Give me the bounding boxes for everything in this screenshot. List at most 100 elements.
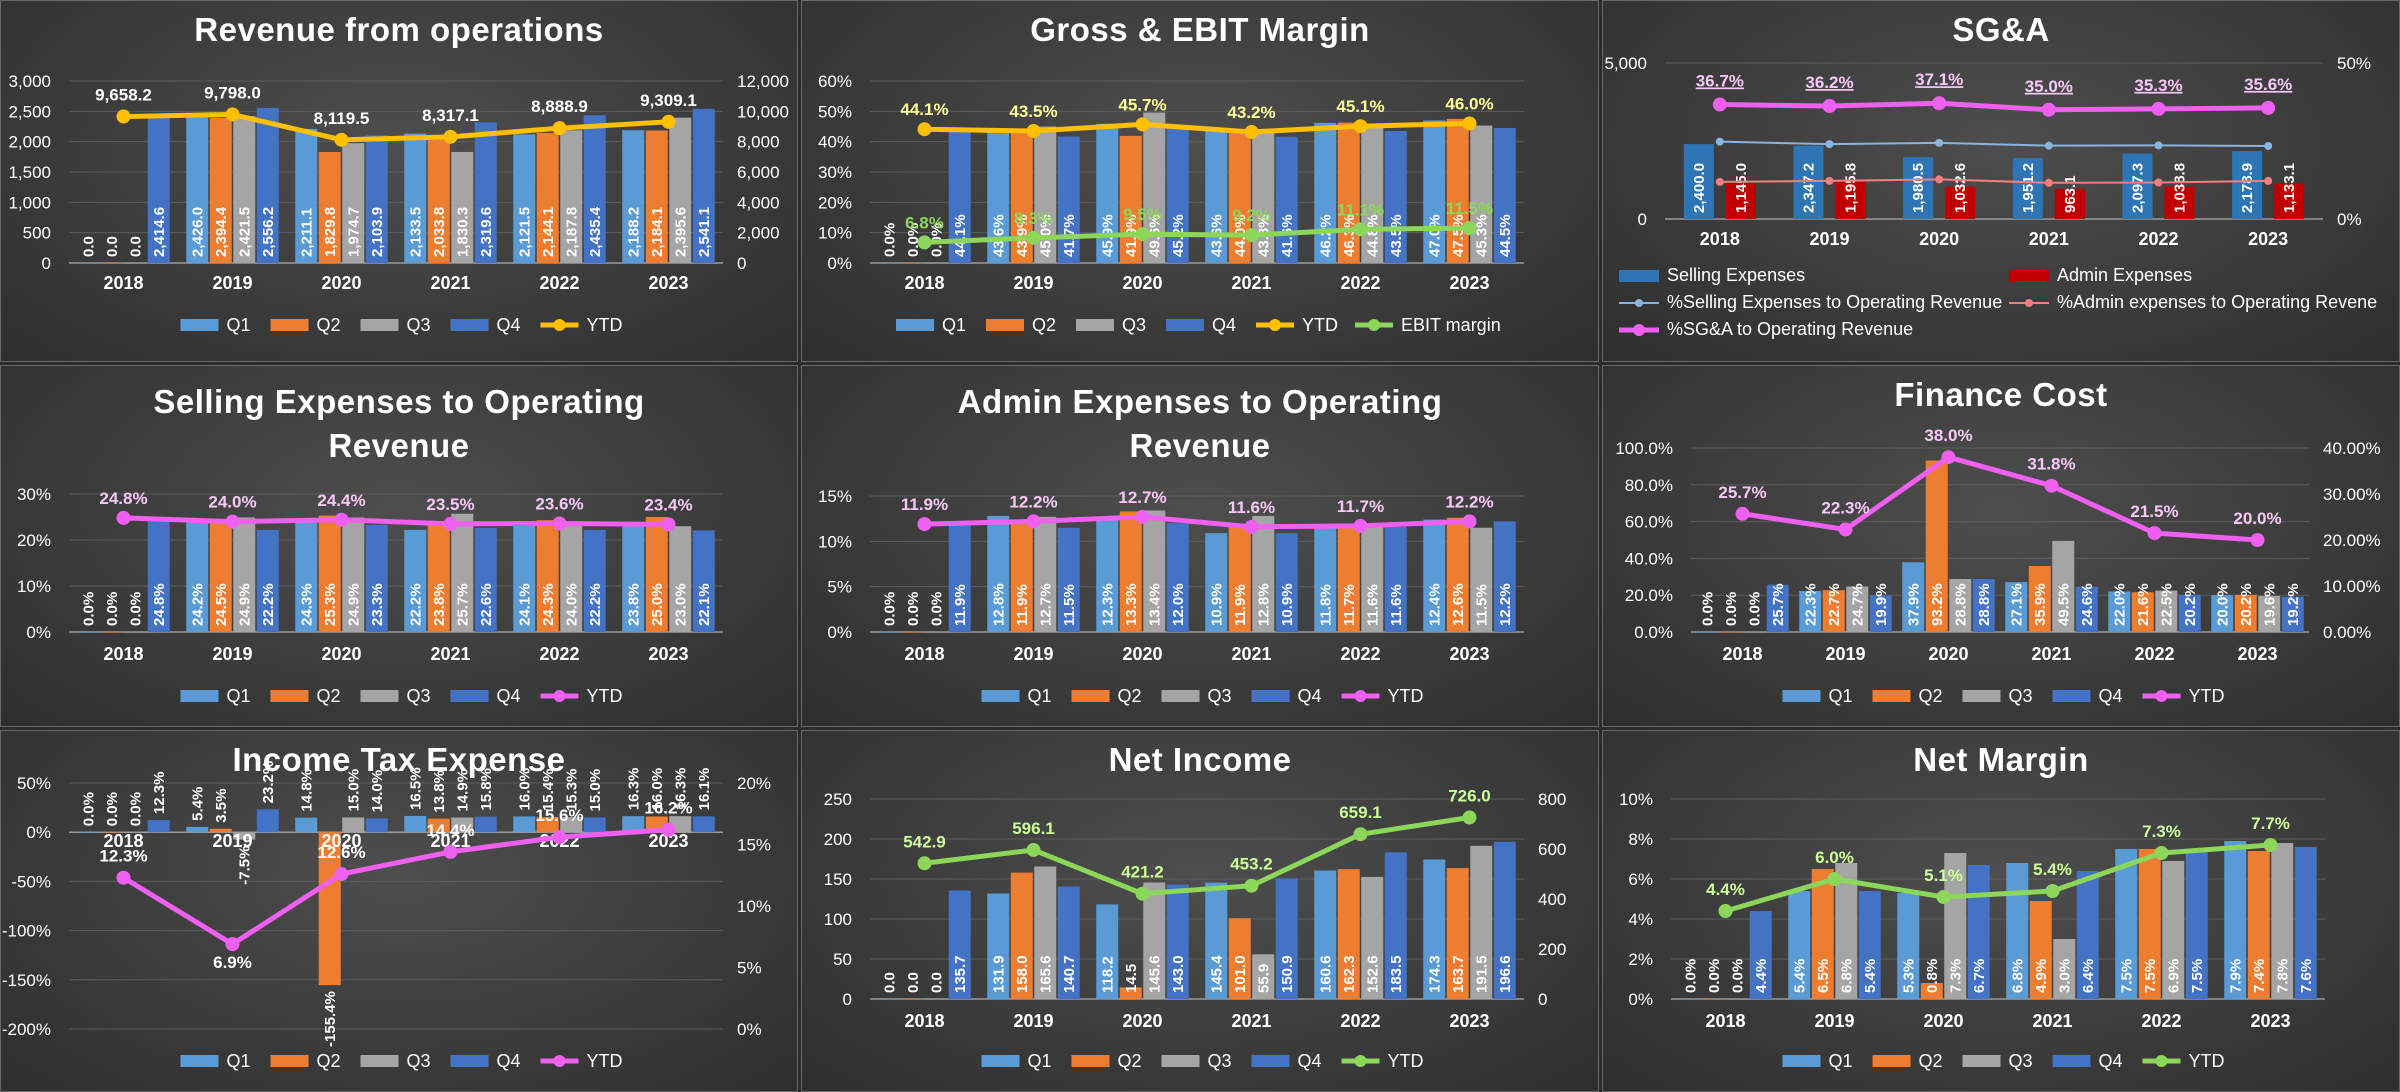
bar-q3 [124, 632, 147, 633]
bar-value-label: 14.9% [454, 769, 471, 812]
bar-value-label: 101.0 [1232, 955, 1249, 993]
bar-q3 [233, 832, 256, 840]
gross-ebit-chart: 0%10%20%30%40%50%60%0.0% 0.0% 0.0% 44.1%201… [818, 72, 1524, 335]
legend-label: Q1 [1028, 1051, 1052, 1071]
bar-q1 [878, 999, 901, 1000]
bar-q4 [1766, 584, 1789, 632]
legend-label: Q3 [2009, 686, 2033, 706]
x-category-label: 2021 [2029, 229, 2069, 249]
x-category-label: 2023 [2248, 229, 2288, 249]
legend-swatch [1872, 1055, 1911, 1067]
y-tick-label: 20.0% [1625, 586, 1673, 605]
bar-q3 [560, 521, 583, 632]
bar-q2 [318, 151, 341, 263]
y-tick-label: 40.0% [1625, 549, 1673, 568]
x-category-label: 2022 [2141, 1011, 2181, 1031]
bar-value-label: 196.6 [1497, 955, 1514, 993]
bar-admin-expenses [2054, 188, 2085, 219]
line-marker [1353, 827, 1368, 842]
line-value-label: 44.1% [900, 100, 948, 119]
bar-value-label: 15.0% [345, 769, 362, 812]
bar-q3 [124, 832, 147, 833]
legend-label: Q4 [497, 315, 521, 335]
bar-value-label: 11.8% [1317, 584, 1334, 626]
bar-value-label: 0.0% [881, 592, 898, 626]
line-value-label: 12.2% [1445, 492, 1493, 511]
bar-q4 [2281, 596, 2304, 632]
line-value-label: 12.6% [317, 843, 365, 862]
bar-value-label: 0.0% [1699, 592, 1716, 626]
bar-q2 [1719, 632, 1742, 633]
line-marker [1244, 519, 1259, 534]
legend-marker [2155, 1055, 2168, 1067]
bar-q3 [2162, 861, 2185, 999]
line-value-label: 6.0% [1815, 848, 1854, 867]
line-marker [1026, 230, 1041, 245]
bar-q3 [451, 513, 474, 632]
bar-q1 [2224, 841, 2247, 999]
line-value-label: 659.1 [1339, 803, 1382, 822]
bar-value-label: 24.5% [213, 583, 230, 626]
y2-tick-label: 50% [2337, 54, 2371, 73]
line-ytd [123, 515, 669, 527]
bar-value-label: 3.5% [213, 789, 230, 823]
legend-label: Q2 [1919, 1051, 1943, 1071]
bar-q1 [295, 520, 318, 632]
legend-label: Q2 [317, 686, 341, 706]
x-category-label: 2021 [1231, 273, 1271, 293]
bar-q2 [1228, 918, 1251, 999]
bar-q2 [1446, 517, 1469, 632]
line-value-label: 8,888.9 [531, 97, 588, 116]
bar-value-label: 25.3% [322, 583, 339, 626]
legend-swatch [1962, 1055, 2001, 1067]
net-income-chart: 0 50 100 150 200 250 0 200 400 600 800 0.0 0.0 0.0 135… [824, 787, 1567, 1072]
bar-q4 [1057, 886, 1080, 999]
line-ytd [924, 120, 1470, 135]
bar-value-label: 150.9 [1279, 955, 1296, 993]
bar-value-label: 6.7% [1971, 959, 1988, 993]
legend-swatch [1071, 690, 1110, 702]
line-value-label: 36.2% [1805, 73, 1853, 92]
bar-q4 [365, 524, 388, 632]
bar-value-label: 2,097.3 [2130, 163, 2147, 213]
line-marker [443, 516, 458, 531]
x-category-label: 2018 [904, 273, 944, 293]
bar-q4 [256, 107, 279, 264]
bar-value-label: 1,133.1 [2281, 163, 2298, 213]
bar-q1 [1096, 904, 1119, 999]
bar-q3 [1726, 999, 1749, 1000]
line-value-label: 36.7% [1696, 71, 1744, 90]
bar-value-label: 27.1% [2008, 583, 2025, 626]
bar-value-label: 43.9% [1014, 214, 1031, 257]
line-value-label: 24.4% [317, 491, 365, 510]
chart-title-line: Revenue [1129, 427, 1271, 464]
line-value-label: 6.9% [213, 953, 252, 972]
line-value-label: 12.2% [1009, 492, 1057, 511]
line-marker [334, 512, 349, 527]
legend-marker [1269, 319, 1281, 331]
legend-label: Q3 [407, 315, 431, 335]
y-tick-label: -100% [2, 922, 51, 941]
bar-q1 [2108, 591, 2131, 632]
legend-swatch [1076, 319, 1114, 331]
bar-q1 [622, 816, 645, 833]
bar-q1 [513, 816, 536, 833]
y2-tick-label: 15% [737, 836, 771, 855]
bar-value-label: 12.3% [151, 772, 168, 815]
bar-value-label: 11.9% [1232, 584, 1249, 626]
y-tick-label: 80.0% [1625, 476, 1673, 495]
revenue-chart: 0 500 1,000 1,500 2,000 2,500 3,000 0 2,000 4,000… [8, 72, 789, 335]
line-marker [2264, 141, 2273, 150]
legend-swatch [270, 1055, 309, 1067]
bar-value-label: 16.5% [407, 767, 424, 810]
line-marker [2044, 478, 2059, 493]
y-tick-label: 10% [17, 577, 51, 596]
bar-value-label: 2,144.1 [540, 207, 557, 257]
bar-q1 [987, 515, 1010, 632]
x-category-label: 2022 [2138, 229, 2178, 249]
bar-value-label: 23.2% [260, 761, 277, 804]
y-tick-label: 6% [1628, 870, 1653, 889]
line-marker [552, 121, 567, 136]
bar-q3 [1949, 579, 1972, 632]
y2-tick-label: 10.00% [2323, 577, 2381, 596]
